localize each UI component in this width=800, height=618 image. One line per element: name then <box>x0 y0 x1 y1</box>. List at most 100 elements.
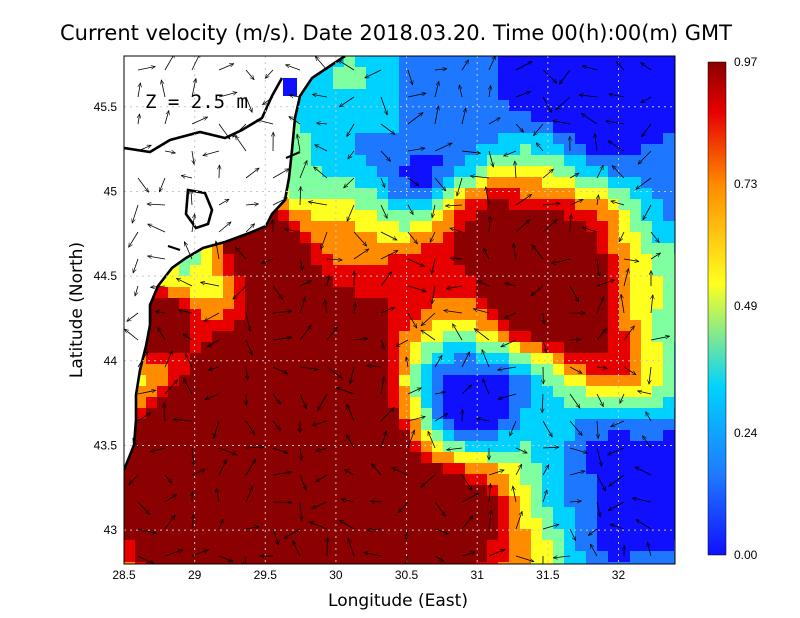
velocity-cell <box>124 518 136 530</box>
velocity-cell <box>575 78 587 90</box>
velocity-cell <box>509 122 521 134</box>
velocity-cell <box>135 474 147 486</box>
velocity-cell <box>190 353 202 365</box>
velocity-arrow <box>608 447 625 455</box>
velocity-cell <box>355 353 367 365</box>
velocity-cell <box>410 342 422 354</box>
velocity-cell <box>157 397 169 409</box>
velocity-cell <box>553 309 565 321</box>
velocity-cell <box>377 474 389 486</box>
velocity-cell <box>531 133 543 145</box>
velocity-cell <box>333 419 345 431</box>
velocity-cell <box>168 397 180 409</box>
velocity-cell <box>344 89 356 101</box>
velocity-cell <box>267 441 279 453</box>
velocity-cell <box>509 441 521 453</box>
velocity-cell <box>652 518 664 530</box>
velocity-cell <box>465 298 477 310</box>
velocity-cell <box>179 419 191 431</box>
velocity-cell <box>575 562 587 564</box>
velocity-cell <box>223 408 235 420</box>
velocity-cell <box>608 111 620 123</box>
velocity-cell <box>630 375 642 387</box>
velocity-cell <box>124 551 136 563</box>
velocity-cell <box>300 331 312 343</box>
velocity-cell <box>663 540 675 552</box>
velocity-cell <box>388 386 400 398</box>
velocity-cell <box>443 188 455 200</box>
velocity-cell <box>388 430 400 442</box>
velocity-cell <box>443 375 455 387</box>
velocity-cell <box>432 463 444 475</box>
velocity-cell <box>267 298 279 310</box>
velocity-cell <box>597 485 609 497</box>
velocity-cell <box>377 100 389 112</box>
velocity-cell <box>509 56 521 68</box>
velocity-arrow <box>596 280 615 287</box>
velocity-arrow <box>191 550 209 557</box>
velocity-cell <box>432 430 444 442</box>
velocity-cell <box>146 430 158 442</box>
velocity-cell <box>520 232 532 244</box>
velocity-cell <box>454 111 466 123</box>
velocity-cell <box>201 485 213 497</box>
velocity-cell <box>608 408 620 420</box>
velocity-cell <box>652 67 664 79</box>
velocity-cell <box>388 100 400 112</box>
velocity-cell <box>531 441 543 453</box>
velocity-cell <box>311 243 323 255</box>
velocity-cell <box>630 452 642 464</box>
velocity-cell <box>377 551 389 563</box>
velocity-cell <box>487 265 499 277</box>
velocity-cell <box>399 232 411 244</box>
velocity-arrow <box>245 555 246 564</box>
velocity-arrow <box>474 329 490 341</box>
velocity-cell <box>597 474 609 486</box>
velocity-arrow <box>137 67 155 71</box>
velocity-cell <box>355 551 367 563</box>
velocity-cell <box>575 56 587 68</box>
velocity-cell <box>256 496 268 508</box>
velocity-cell <box>124 507 136 519</box>
velocity-cell <box>377 540 389 552</box>
velocity-arrow <box>635 466 652 476</box>
velocity-cell <box>344 133 356 145</box>
velocity-cell <box>465 419 477 431</box>
velocity-cell <box>322 166 334 178</box>
velocity-cell <box>465 287 477 299</box>
velocity-cell <box>190 298 202 310</box>
velocity-cell <box>608 518 620 530</box>
velocity-cell <box>509 540 521 552</box>
velocity-cell <box>300 133 312 145</box>
velocity-cell <box>443 496 455 508</box>
velocity-cell <box>641 485 653 497</box>
velocity-cell <box>432 529 444 541</box>
velocity-cell <box>597 67 609 79</box>
velocity-cell <box>201 507 213 519</box>
velocity-cell <box>553 56 565 68</box>
velocity-cell <box>597 364 609 376</box>
velocity-cell <box>454 78 466 90</box>
velocity-cell <box>509 529 521 541</box>
velocity-cell <box>619 265 631 277</box>
velocity-cell <box>146 375 158 387</box>
velocity-cell <box>553 364 565 376</box>
velocity-cell <box>212 353 224 365</box>
velocity-cell <box>146 463 158 475</box>
velocity-cell <box>663 232 675 244</box>
velocity-cell <box>333 298 345 310</box>
velocity-cell <box>619 364 631 376</box>
velocity-cell <box>553 111 565 123</box>
velocity-cell <box>454 265 466 277</box>
velocity-arrow <box>595 134 597 152</box>
velocity-cell <box>278 463 290 475</box>
velocity-cell <box>322 287 334 299</box>
velocity-cell <box>333 375 345 387</box>
velocity-arrow <box>488 549 505 557</box>
velocity-cell <box>443 331 455 343</box>
velocity-cell <box>212 254 224 266</box>
velocity-cell <box>168 309 180 321</box>
velocity-arrow <box>513 243 517 260</box>
velocity-cell <box>201 540 213 552</box>
velocity-cell <box>322 221 334 233</box>
